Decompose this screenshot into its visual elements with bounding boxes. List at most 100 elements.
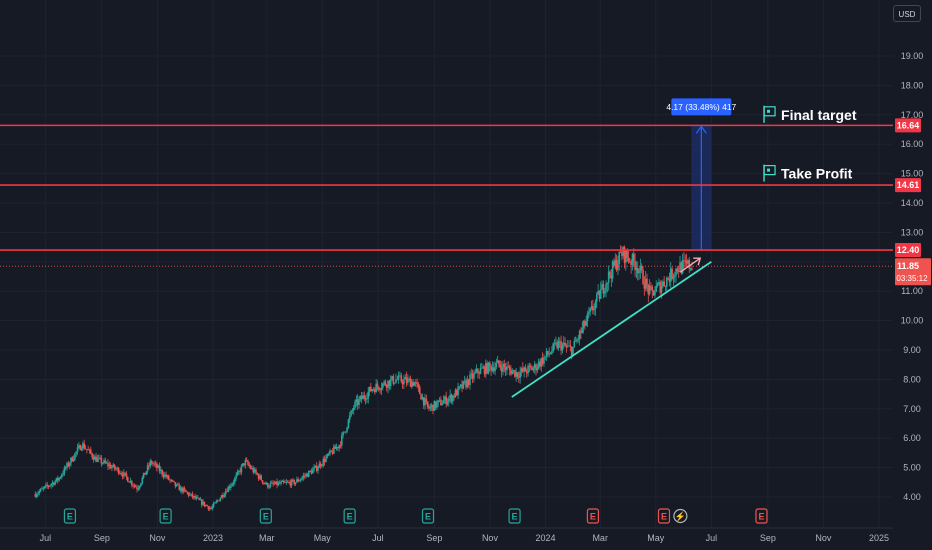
x-tick-label: Jul [372,533,384,543]
candle [606,282,609,293]
svg-text:E: E [661,512,667,522]
candle [53,481,55,487]
candle [458,385,461,391]
candle [248,461,251,469]
candle [529,363,532,371]
flag-icon [763,105,776,123]
horizontal-levels[interactable] [0,124,893,267]
candle [544,356,547,361]
candle [104,457,107,465]
candle [277,480,280,487]
earnings-event-marker[interactable]: E [755,508,768,524]
earnings-event-marker[interactable]: E [508,508,521,524]
candle [362,392,364,400]
split-event-marker[interactable]: ⚡ [673,508,688,524]
chart-grid [0,0,893,528]
candle [96,454,99,462]
candle [532,365,535,373]
candle [474,368,477,375]
candle [222,492,224,500]
candle [510,365,512,377]
candle [267,482,269,489]
candle [214,502,216,504]
candle [471,369,474,384]
earnings-event-marker[interactable]: E [259,508,272,524]
candle [304,472,306,480]
earnings-event-marker[interactable]: E [159,508,172,524]
candle [212,501,215,509]
candle [343,431,346,433]
candle [194,493,196,500]
candle [231,482,233,487]
svg-text:11.85: 11.85 [897,261,919,271]
candle [400,372,403,384]
candle [483,365,486,378]
candle [206,504,208,507]
text-annotations[interactable]: Final target Take Profit [763,105,857,182]
candle [418,384,421,395]
candle [306,472,309,477]
earnings-event-marker[interactable]: E [586,508,600,524]
candle [479,363,482,375]
candle [47,484,50,489]
time-axis[interactable]: Jul Sep Nov 2023 Mar May Jul Sep Nov 2024 Mar May Ju… [0,527,893,550]
candle [177,481,179,486]
price-axis[interactable]: 4.005.006.007.008.009.0010.0011.0012.001… [893,0,932,550]
candle [414,379,417,388]
candle [68,461,71,469]
candle [528,362,531,373]
annotation[interactable]: Take Profit [763,164,853,182]
candle [547,350,549,358]
candle [191,491,194,500]
candle [609,269,611,279]
candle [351,408,354,414]
candle [126,476,129,483]
candle [111,464,113,472]
candle [561,342,564,354]
candle [281,479,284,483]
candle [83,439,85,450]
candle [125,471,128,481]
earnings-event-marker[interactable]: E [63,508,77,524]
candle [38,489,41,496]
candle [166,474,169,480]
candle [420,393,422,400]
candle [586,310,589,327]
candle [404,374,407,380]
candle [259,473,261,481]
candle [268,484,270,490]
trendline[interactable] [511,257,712,398]
candle [619,245,622,253]
candle [338,444,340,452]
candle [599,281,602,300]
annotation[interactable]: Final target [763,105,857,123]
candle [643,276,646,296]
candle [548,347,551,358]
candle [278,480,281,485]
measure-tool[interactable]: 4.17 (33.48%) 417 [666,98,737,251]
currency-button[interactable]: USD [893,5,921,22]
candle [305,472,307,479]
candle [516,371,519,380]
candle [327,452,330,456]
candle [95,452,97,463]
candle [339,441,342,449]
candle [134,484,137,488]
y-tick-label: 17.00 [901,110,924,120]
candle [341,432,343,449]
earnings-event-marker[interactable]: E [421,508,435,524]
earnings-event-marker[interactable]: E [343,508,356,524]
candle [387,380,389,394]
candle [244,457,247,469]
candle [518,371,520,383]
earnings-event-marker[interactable]: E [657,508,671,524]
candle [156,461,158,472]
candle [193,495,195,500]
candle [457,382,459,400]
candle [195,495,198,501]
event-markers[interactable]: E E E E E E E E ⚡ E [63,508,768,524]
support-trendline[interactable] [511,261,712,398]
candle [288,480,290,484]
candle [280,479,282,486]
